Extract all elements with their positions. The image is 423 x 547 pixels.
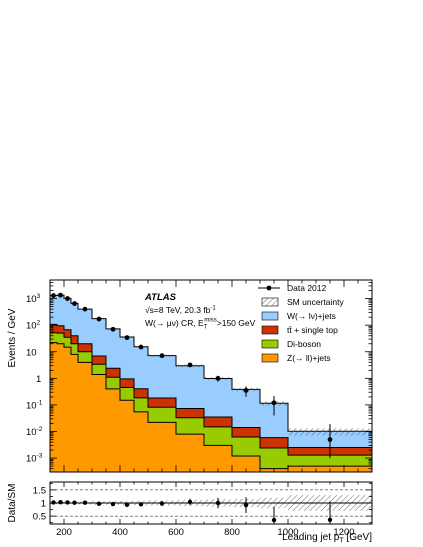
data-point (271, 400, 277, 406)
ratio-point (138, 502, 144, 507)
y-tick-label-exponent: -1 (37, 399, 43, 406)
ratio-axis-ticks: 200 400 600 800 1000 1200 0.5 1 1.5 (33, 482, 373, 538)
x-tick-label: 800 (224, 527, 240, 538)
x-axis-label: Leading jet pT [GeV] (282, 532, 372, 545)
x-tick-label: 400 (112, 527, 128, 538)
y-tick-label: 10 (26, 347, 37, 358)
data-point (51, 293, 56, 298)
y-tick-label-exponent: -3 (37, 453, 43, 460)
ratio-point (271, 517, 277, 523)
ratio-y-tick-label: 1 (41, 499, 46, 510)
ratio-point (82, 500, 88, 505)
legend-label-zjets: Z(→ ll)+jets (287, 353, 331, 363)
region-label-text: W(→ μν) CR, E (145, 318, 204, 328)
legend-entry-data: Data 2012 (258, 283, 326, 293)
y-tick-label-exponent: -2 (37, 426, 43, 433)
data-point (327, 437, 333, 442)
data-point (215, 375, 221, 381)
ratio-point (187, 499, 193, 505)
data-point (72, 301, 77, 306)
data-point (82, 306, 88, 312)
energy-label-text: √s=8 TeV, 20.3 fb (145, 305, 211, 315)
y-tick-label-base: 10 (26, 400, 37, 411)
x-tick-label: 1200 (333, 527, 354, 538)
data-point (159, 353, 165, 359)
legend-label-data: Data 2012 (287, 283, 326, 293)
data-point (124, 335, 130, 341)
x-tick-label: 1000 (277, 527, 298, 538)
stacked-histograms (50, 294, 372, 472)
ratio-point (58, 500, 63, 505)
stack-zlljets (50, 342, 372, 472)
ratio-point (110, 501, 116, 507)
y-tick-label-base: 10 (26, 294, 37, 305)
x-tick-label: 200 (56, 527, 72, 538)
main-plot-frame (49, 279, 373, 473)
y-tick-label: 102 (26, 320, 41, 332)
y-tick-label: 10-2 (26, 426, 43, 438)
y-tick-label: 10-1 (26, 399, 43, 411)
y-tick-label-base: 10 (26, 454, 37, 465)
data-point (243, 388, 249, 393)
energy-label: √s=8 TeV, 20.3 fb-1 (145, 305, 216, 315)
legend-entry-diboson: Di-boson (261, 339, 321, 349)
x-axis-label-unit: [GeV] (344, 532, 373, 543)
region-label-sup: miss (204, 318, 216, 324)
data-points (51, 292, 333, 459)
data-point (65, 296, 70, 301)
y-tick-label-exponent: 2 (37, 320, 41, 327)
legend-entry-zjets: Z(→ ll)+jets (261, 353, 331, 363)
legend-label-diboson: Di-boson (287, 339, 321, 349)
legend: Data 2012 SM uncertainty W(→ lν)+jets tt… (258, 283, 344, 363)
x-axis-label-text: Leading jet p (282, 532, 340, 543)
data-point (58, 292, 63, 298)
y-tick-label-base: 10 (26, 321, 37, 332)
ratio-y-axis-label: Data/SM (7, 484, 18, 523)
y-tick-label: 10-3 (26, 453, 43, 465)
data-point (96, 316, 102, 322)
data-point (187, 362, 193, 368)
ratio-point (327, 517, 333, 522)
atlas-label: ATLAS (144, 292, 177, 303)
legend-entry-ttbar: tt̄ + single top (261, 325, 338, 335)
ratio-point (215, 500, 221, 506)
ratio-point (243, 502, 249, 508)
data-point (110, 326, 116, 332)
ratio-y-tick-label: 1.5 (33, 485, 46, 496)
legend-entry-uncertainty: SM uncertainty (261, 297, 344, 307)
ratio-point (51, 500, 56, 505)
legend-label-ttbar: tt̄ + single top (287, 325, 338, 335)
legend-label-uncertainty: SM uncertainty (287, 297, 344, 307)
y-tick-label: 1 (36, 374, 41, 385)
ratio-point (96, 501, 102, 506)
data-point (138, 344, 144, 350)
ratio-point (159, 501, 165, 506)
legend-label-wjets: W(→ lν)+jets (287, 311, 336, 321)
y-tick-label-base: 1 (36, 374, 41, 385)
y-tick-label-base: 10 (26, 427, 37, 438)
region-label-post: >150 GeV (217, 318, 256, 328)
y-tick-label: 103 (26, 293, 41, 305)
ratio-point (65, 500, 70, 505)
region-label: W(→ μν) CR, ETmiss>150 GeV (145, 318, 256, 331)
region-label-sub: T (204, 325, 208, 331)
ratio-points (51, 497, 333, 524)
main-y-axis-label: Events / GeV (7, 308, 18, 367)
y-tick-label-base: 10 (26, 347, 37, 358)
ratio-reference-lines (50, 489, 372, 517)
ratio-y-tick-label: 0.5 (33, 512, 46, 523)
ratio-point (72, 500, 77, 505)
y-tick-label-exponent: 3 (37, 293, 41, 300)
ratio-point (124, 502, 130, 508)
energy-label-sup: -1 (210, 306, 216, 312)
x-axis-label-sub: T (339, 538, 344, 545)
legend-entry-wjets: W(→ lν)+jets (261, 311, 336, 321)
x-tick-label: 600 (168, 527, 184, 538)
